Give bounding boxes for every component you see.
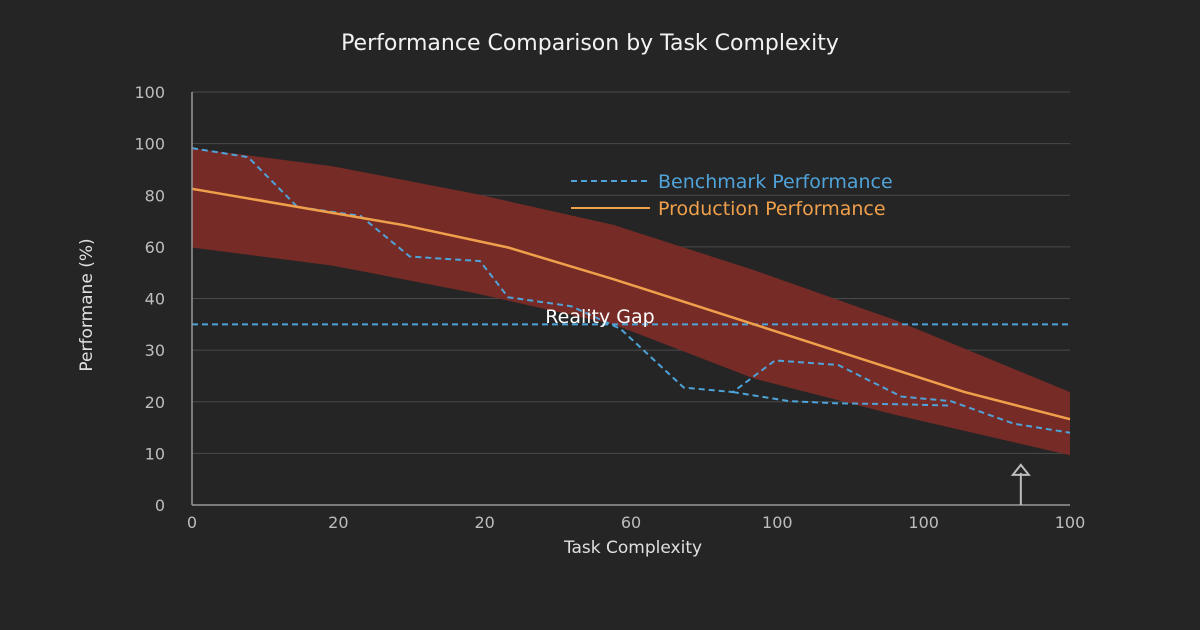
x-tick-label: 20 xyxy=(474,513,494,532)
reality-gap-annotation: Reality Gap xyxy=(545,306,654,328)
y-tick-label: 30 xyxy=(145,341,165,360)
y-tick-label: 40 xyxy=(145,290,165,309)
reality-gap-band xyxy=(192,148,1070,456)
y-tick-label: 100 xyxy=(134,135,165,154)
y-tick-label: 100 xyxy=(134,83,165,102)
legend: Benchmark Performance Production Performa… xyxy=(571,171,893,220)
y-tick-label: 10 xyxy=(145,444,165,463)
chart-title: Performance Comparison by Task Complexit… xyxy=(341,31,839,56)
legend-label: Production Performance xyxy=(658,198,886,220)
y-tick-labels: 0 10 20 30 40 60 80 100 100 xyxy=(134,83,165,515)
arrow-head xyxy=(1010,463,1031,476)
series-lines xyxy=(191,147,1071,434)
y-tick-label: 80 xyxy=(145,186,165,205)
x-axis-label: Task Complexity xyxy=(563,538,702,558)
axes xyxy=(191,92,1070,506)
x-tick-label: 100 xyxy=(908,513,939,532)
y-axis-label: Performane (%) xyxy=(77,238,97,371)
x-tick-label: 100 xyxy=(1055,513,1086,532)
x-tick-labels: 0 20 20 60 100 100 100 xyxy=(187,513,1085,532)
y-tick-label: 0 xyxy=(155,496,165,515)
y-tick-label: 20 xyxy=(145,393,165,412)
x-tick-label: 60 xyxy=(621,513,641,532)
legend-label: Benchmark Performance xyxy=(658,171,893,193)
x-tick-label: 100 xyxy=(762,513,793,532)
arrow-annotation xyxy=(1010,463,1031,505)
x-tick-label: 20 xyxy=(328,513,348,532)
confidence-band xyxy=(192,148,1070,456)
production-line xyxy=(191,187,1071,421)
x-tick-label: 0 xyxy=(187,513,197,532)
benchmark-line xyxy=(732,391,951,407)
y-tick-label: 60 xyxy=(145,238,165,257)
